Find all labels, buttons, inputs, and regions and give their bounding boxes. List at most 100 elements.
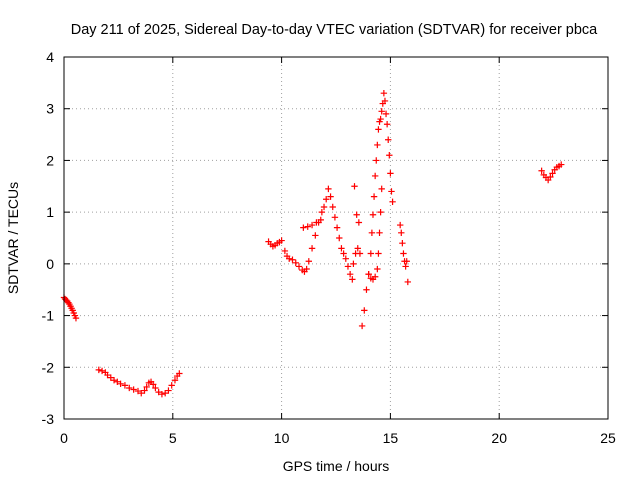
x-tick-label: 10 — [274, 430, 290, 446]
data-point-marker — [114, 378, 121, 385]
x-tick-label: 0 — [60, 430, 68, 446]
data-point-marker — [155, 388, 162, 396]
data-point-marker — [323, 196, 330, 203]
data-point-marker — [138, 389, 145, 397]
data-point-marker — [308, 245, 316, 252]
data-point-marker — [373, 157, 380, 164]
data-point-marker — [367, 250, 375, 257]
data-point-marker — [377, 115, 384, 123]
data-point-marker — [371, 172, 379, 180]
data-point-marker — [305, 258, 312, 265]
data-point-marker — [363, 286, 370, 293]
data-point-marker — [375, 250, 382, 257]
data-point-marker — [386, 152, 393, 159]
data-point-marker — [312, 232, 319, 239]
data-point-marker — [370, 193, 378, 200]
data-point-marker — [150, 381, 157, 388]
data-point-marker — [165, 387, 172, 394]
data-point-marker — [376, 229, 383, 237]
axis-ticks: 0 5 10 15 20 25 -3 -2 -1 0 1 2 3 4 — [42, 49, 616, 446]
data-point-marker — [378, 108, 385, 115]
data-point-marker — [383, 121, 391, 128]
data-point-marker — [403, 258, 410, 265]
y-tick-label: 1 — [46, 204, 54, 220]
data-point-marker — [141, 387, 148, 394]
data-point-marker — [388, 188, 395, 195]
data-point-marker — [95, 366, 103, 374]
data-point-marker — [361, 307, 368, 314]
data-point-marker — [107, 374, 114, 381]
data-point-marker — [377, 208, 384, 216]
data-point-marker — [72, 314, 80, 322]
data-point-marker — [558, 161, 565, 168]
data-point-marker — [346, 271, 354, 278]
x-axis-label: GPS time / hours — [283, 458, 390, 474]
data-point-marker — [143, 383, 150, 391]
data-point-marker — [161, 389, 169, 397]
data-point-marker — [333, 224, 341, 231]
data-point-marker — [355, 219, 363, 226]
data-point-marker — [308, 221, 316, 229]
data-point-marker — [356, 250, 364, 257]
data-point-marker — [400, 250, 407, 257]
data-point-marker — [380, 90, 388, 97]
data-point-marker — [367, 275, 375, 282]
data-point-marker — [350, 260, 357, 268]
data-point-marker — [121, 382, 129, 389]
data-point-marker — [399, 239, 406, 247]
data-point-marker — [318, 208, 326, 216]
y-tick-label: 4 — [46, 49, 54, 65]
data-point-marker — [304, 223, 311, 230]
data-point-marker — [358, 322, 366, 330]
y-tick-label: -1 — [42, 308, 55, 324]
data-point-marker — [98, 367, 106, 375]
data-point-marker — [336, 234, 343, 242]
data-point-marker — [331, 214, 339, 221]
data-point-marker — [134, 387, 142, 395]
data-point-marker — [300, 224, 307, 231]
data-point-marker — [349, 276, 356, 283]
data-point-marker — [289, 256, 296, 263]
y-tick-label: 0 — [46, 256, 54, 272]
x-tick-label: 15 — [383, 430, 399, 446]
data-point-marker — [351, 183, 358, 190]
data-point-marker — [338, 245, 345, 252]
data-point-marker — [158, 390, 166, 398]
data-point-marker — [374, 141, 381, 149]
data-point-marker — [404, 278, 412, 286]
data-point-marker — [365, 271, 372, 278]
data-point-marker — [549, 170, 556, 177]
x-tick-label: 20 — [491, 430, 507, 446]
data-point-marker — [381, 97, 389, 105]
data-point-marker — [325, 185, 332, 193]
data-point-marker — [342, 255, 349, 262]
data-point-marker — [382, 110, 390, 118]
data-point-marker — [374, 265, 381, 273]
data-point-marker — [110, 377, 118, 384]
data-point-marker — [130, 386, 137, 393]
data-point-marker — [117, 380, 124, 388]
grid-lines — [64, 57, 608, 419]
data-point-marker — [369, 211, 377, 218]
data-point-marker — [385, 136, 392, 143]
data-point-marker — [354, 245, 361, 252]
y-axis-label: SDTVAR / TECUs — [5, 182, 21, 294]
data-point-marker — [126, 384, 133, 392]
data-points — [60, 90, 565, 398]
x-tick-label: 5 — [169, 430, 177, 446]
data-point-marker — [375, 126, 382, 133]
y-tick-label: 3 — [46, 101, 54, 117]
data-point-marker — [281, 247, 289, 255]
data-point-marker — [292, 259, 299, 267]
chart-title: Day 211 of 2025, Sidereal Day-to-day VTE… — [71, 22, 598, 38]
data-point-marker — [278, 237, 285, 244]
data-point-marker — [317, 216, 324, 224]
data-point-marker — [398, 229, 405, 237]
y-tick-label: -3 — [42, 411, 55, 427]
data-point-marker — [168, 382, 175, 389]
data-point-marker — [327, 193, 334, 200]
data-point-marker — [368, 229, 376, 237]
data-point-marker — [171, 377, 179, 384]
data-point-marker — [295, 263, 303, 270]
data-point-marker — [313, 219, 320, 226]
